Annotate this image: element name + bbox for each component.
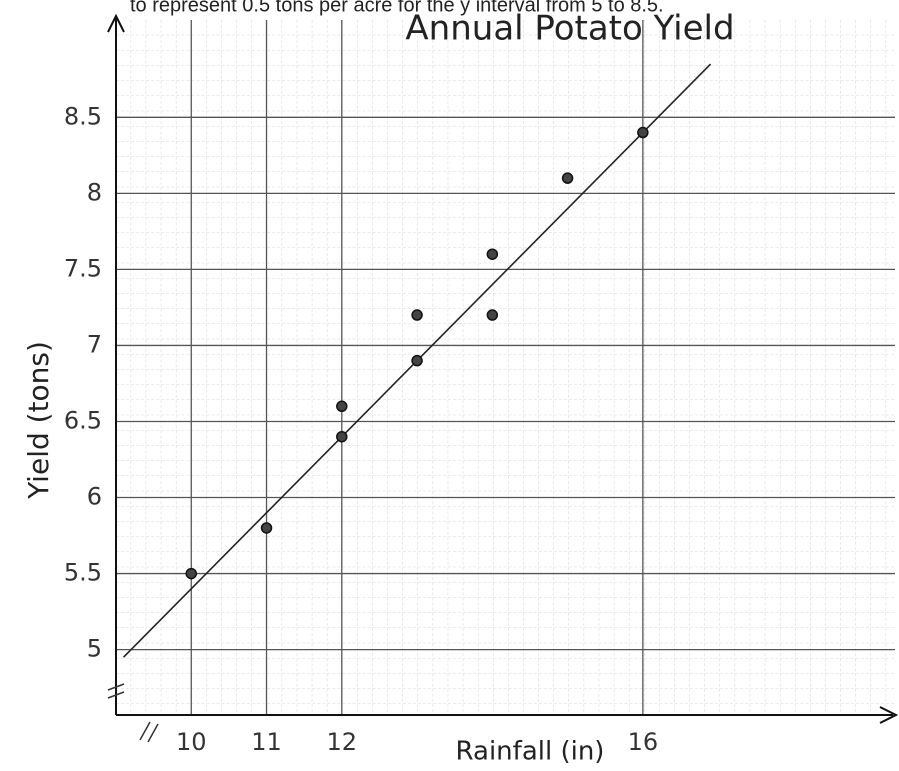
- x-axis-label: Rainfall (in): [456, 737, 605, 767]
- x-tick-label: 10: [176, 728, 207, 756]
- y-tick-label: 5: [87, 635, 102, 663]
- point: [337, 401, 347, 411]
- point: [337, 432, 347, 442]
- point: [638, 128, 648, 138]
- chart: to represent 0.5 tons per acre for the y…: [0, 0, 899, 771]
- axis-break: [140, 722, 158, 742]
- y-tick-label: 8.5: [64, 102, 102, 130]
- y-tick-label: 6: [87, 483, 102, 511]
- chart-title: Annual Potato Yield: [405, 9, 734, 49]
- point: [186, 569, 196, 579]
- y-tick-label: 7: [87, 330, 102, 358]
- x-tick-label: 12: [327, 728, 358, 756]
- x-tick-label: 11: [251, 728, 282, 756]
- point: [262, 523, 272, 533]
- y-tick-label: 5.5: [64, 559, 102, 587]
- point: [412, 310, 422, 320]
- y-tick-label: 7.5: [64, 254, 102, 282]
- point: [412, 356, 422, 366]
- point: [563, 173, 573, 183]
- x-tick-label: 16: [628, 728, 659, 756]
- y-tick-label: 8: [87, 178, 102, 206]
- point: [487, 310, 497, 320]
- y-tick-label: 6.5: [64, 406, 102, 434]
- graph-paper: [116, 20, 895, 715]
- y-axis-label: Yield (tons): [22, 341, 55, 500]
- page: {"chart_data": {"type": "scatter", "note…: [0, 0, 899, 771]
- point: [487, 249, 497, 259]
